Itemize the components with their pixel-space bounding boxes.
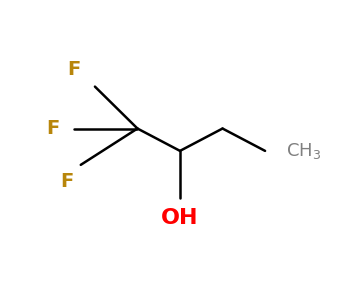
Text: F: F <box>46 119 59 138</box>
Text: F: F <box>60 172 73 191</box>
Text: F: F <box>67 60 80 79</box>
Text: CH$_3$: CH$_3$ <box>286 141 321 161</box>
Text: OH: OH <box>161 208 199 228</box>
